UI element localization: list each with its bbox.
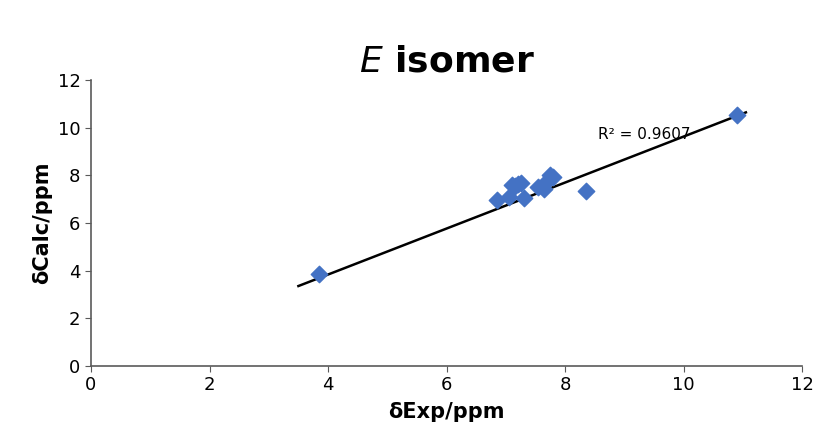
Point bbox=[541, 178, 554, 185]
Point bbox=[508, 182, 521, 190]
Point bbox=[313, 271, 326, 278]
Point bbox=[532, 184, 545, 191]
Point bbox=[543, 172, 557, 179]
Point bbox=[579, 187, 592, 194]
Y-axis label: δCalc/ppm: δCalc/ppm bbox=[32, 162, 52, 284]
Title: $\it{E}$ isomer: $\it{E}$ isomer bbox=[359, 45, 534, 79]
Point bbox=[511, 180, 524, 187]
Point bbox=[730, 111, 743, 118]
Point bbox=[538, 185, 551, 192]
Point bbox=[514, 179, 528, 186]
Point bbox=[490, 197, 504, 204]
Text: R² = 0.9607: R² = 0.9607 bbox=[598, 127, 691, 141]
Point bbox=[547, 173, 560, 180]
Point bbox=[517, 194, 530, 202]
Point bbox=[505, 182, 519, 189]
Point bbox=[502, 193, 515, 200]
X-axis label: δExp/ppm: δExp/ppm bbox=[389, 402, 504, 422]
